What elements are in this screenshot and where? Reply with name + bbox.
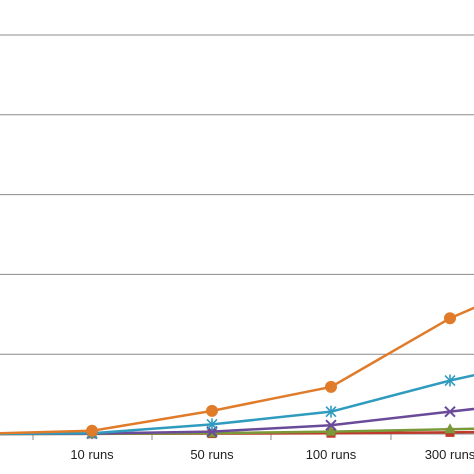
x-tick-label-10-runs: 10 runs (70, 447, 114, 462)
series-3-point-4 (444, 405, 456, 418)
x-axis-labels: 10 runs 50 runs 100 runs 300 runs (70, 447, 474, 462)
series-2-point-3 (325, 405, 337, 418)
series-1 (0, 306, 474, 437)
x-tick-label-50-runs: 50 runs (190, 447, 234, 462)
series-3-line (0, 407, 474, 436)
gridlines (0, 34, 474, 355)
series-3-point-3 (325, 419, 337, 431)
series-2 (0, 373, 474, 440)
series-4-point-4 (444, 423, 456, 434)
series-2-point-4 (444, 374, 456, 387)
x-tick-label-300-runs: 300 runs (425, 447, 474, 462)
series-2-line (0, 373, 474, 436)
series-1-point-4 (444, 312, 456, 325)
series-group (0, 306, 474, 440)
series-1-point-1 (86, 424, 98, 437)
series-1-point-2 (206, 404, 218, 417)
series-1-point-3 (325, 380, 337, 393)
series-1-line (0, 306, 474, 435)
series-4-point-3 (325, 425, 337, 436)
series-2-point-2 (206, 418, 218, 431)
x-tick-label-100-runs: 100 runs (306, 447, 357, 462)
